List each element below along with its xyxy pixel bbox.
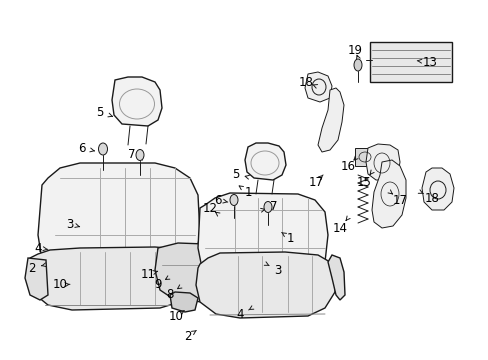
Polygon shape bbox=[421, 168, 453, 210]
Text: 16: 16 bbox=[340, 159, 355, 172]
Polygon shape bbox=[155, 243, 224, 302]
Text: 3: 3 bbox=[66, 217, 74, 230]
Text: 14: 14 bbox=[332, 221, 347, 234]
Text: 2: 2 bbox=[28, 261, 36, 274]
Text: 15: 15 bbox=[356, 175, 371, 189]
Polygon shape bbox=[327, 255, 345, 300]
Text: 9: 9 bbox=[154, 278, 162, 291]
Polygon shape bbox=[305, 72, 331, 102]
Ellipse shape bbox=[136, 149, 143, 161]
Text: 19: 19 bbox=[347, 44, 362, 57]
Polygon shape bbox=[38, 163, 200, 285]
Polygon shape bbox=[198, 193, 327, 288]
Text: 2: 2 bbox=[184, 329, 191, 342]
Polygon shape bbox=[28, 247, 202, 310]
Text: 18: 18 bbox=[424, 192, 439, 204]
Text: 17: 17 bbox=[392, 194, 407, 207]
Text: 7: 7 bbox=[128, 148, 136, 162]
Text: 1: 1 bbox=[285, 231, 293, 244]
Polygon shape bbox=[25, 258, 48, 300]
Text: 4: 4 bbox=[236, 309, 243, 321]
Text: 1: 1 bbox=[244, 185, 251, 198]
Ellipse shape bbox=[353, 59, 361, 71]
Text: 6: 6 bbox=[78, 141, 85, 154]
Ellipse shape bbox=[229, 194, 238, 206]
Bar bbox=[354, 148, 374, 166]
Polygon shape bbox=[196, 252, 335, 318]
Text: 8: 8 bbox=[166, 288, 173, 301]
Text: 5: 5 bbox=[96, 105, 103, 118]
Polygon shape bbox=[244, 143, 285, 180]
Polygon shape bbox=[317, 88, 343, 152]
Ellipse shape bbox=[264, 202, 271, 212]
Text: 10: 10 bbox=[168, 310, 183, 323]
Text: 5: 5 bbox=[232, 167, 239, 180]
Ellipse shape bbox=[98, 143, 107, 155]
Polygon shape bbox=[371, 160, 405, 228]
Polygon shape bbox=[170, 292, 198, 312]
Text: 17: 17 bbox=[308, 175, 323, 189]
Polygon shape bbox=[112, 77, 162, 126]
Text: 3: 3 bbox=[274, 264, 281, 276]
Bar bbox=[369, 42, 451, 82]
Text: 7: 7 bbox=[270, 201, 277, 213]
Text: 11: 11 bbox=[140, 267, 155, 280]
Text: 4: 4 bbox=[34, 242, 41, 255]
Text: 10: 10 bbox=[52, 279, 67, 292]
Polygon shape bbox=[365, 144, 399, 180]
Text: 13: 13 bbox=[422, 55, 437, 68]
Text: 6: 6 bbox=[214, 194, 221, 207]
Text: 12: 12 bbox=[202, 202, 217, 215]
Text: 18: 18 bbox=[298, 76, 313, 89]
